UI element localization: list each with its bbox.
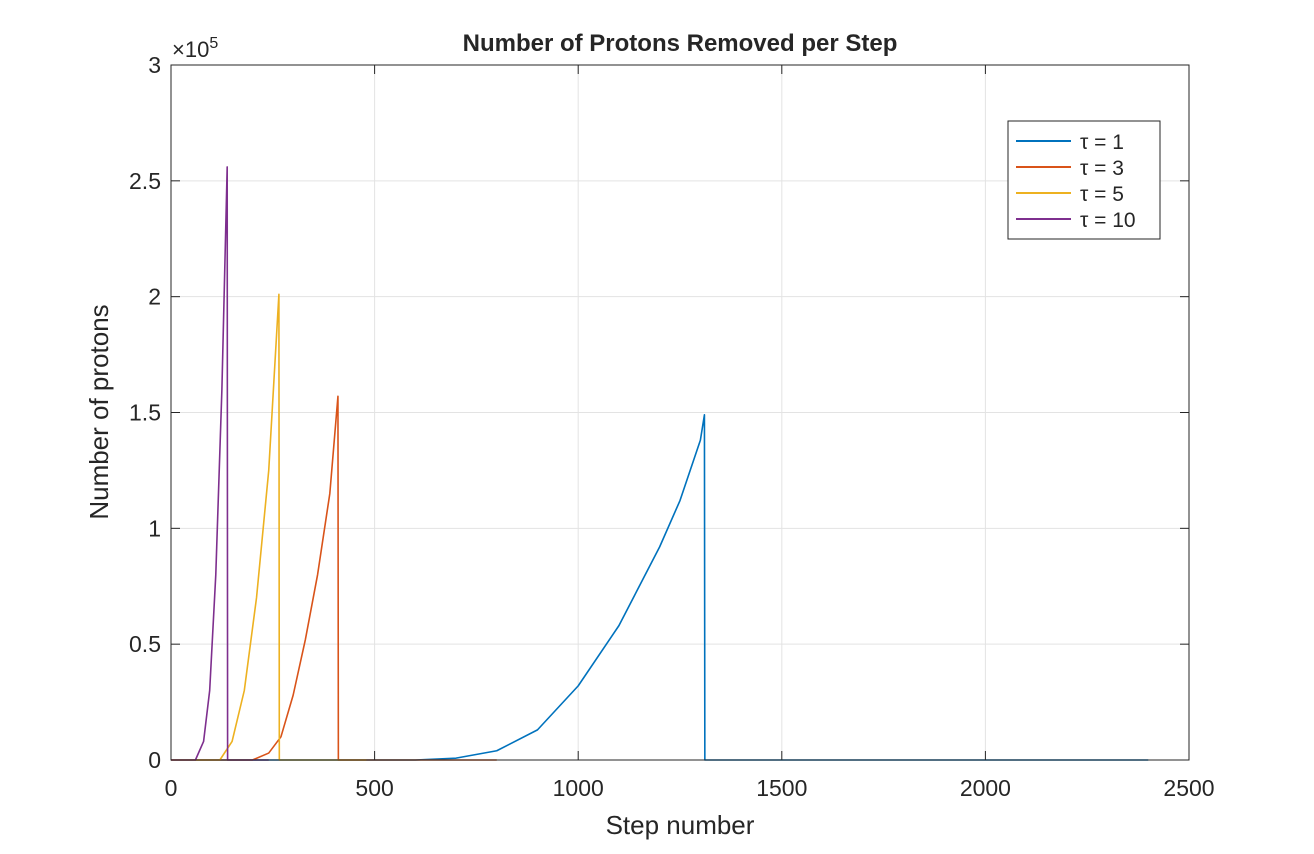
series-group <box>171 166 1149 761</box>
y-tick-label: 2 <box>148 284 161 310</box>
x-tick-label: 1000 <box>553 775 604 801</box>
x-axis-label: Step number <box>606 810 755 840</box>
x-tick-label: 2000 <box>960 775 1011 801</box>
ticks: 0 500 1000 1500 2000 2500 0 0.5 1 1.5 2 2.5 3 <box>129 52 1215 801</box>
y-tick-label: 3 <box>148 52 161 78</box>
y-tick-label: 0.5 <box>129 631 161 657</box>
x-tick-label: 2500 <box>1163 775 1214 801</box>
x-tick-label: 500 <box>355 775 393 801</box>
y-tick-label: 1 <box>148 515 161 541</box>
series-line-4 <box>171 166 269 761</box>
legend: τ = 1 τ = 3 τ = 5 τ = 10 <box>1007 120 1161 240</box>
legend-label-3: τ = 5 <box>1080 183 1124 206</box>
x-tick-label: 0 <box>165 775 178 801</box>
y-exponent-power: 5 <box>209 35 218 52</box>
series-line-3 <box>171 293 367 761</box>
y-tick-label: 2.5 <box>129 168 161 194</box>
legend-label-4: τ = 10 <box>1080 209 1136 232</box>
legend-label-1: τ = 1 <box>1080 131 1124 154</box>
x-tick-label: 1500 <box>756 775 807 801</box>
y-exponent-label: ×105 <box>172 35 218 62</box>
y-axis-label: Number of protons <box>84 304 114 519</box>
legend-label-2: τ = 3 <box>1080 157 1124 180</box>
series-line-1 <box>171 414 1149 761</box>
series-line-2 <box>171 395 497 761</box>
chart-title: Number of Protons Removed per Step <box>463 30 898 57</box>
y-tick-label: 1.5 <box>129 400 161 426</box>
y-tick-label: 0 <box>148 747 161 773</box>
